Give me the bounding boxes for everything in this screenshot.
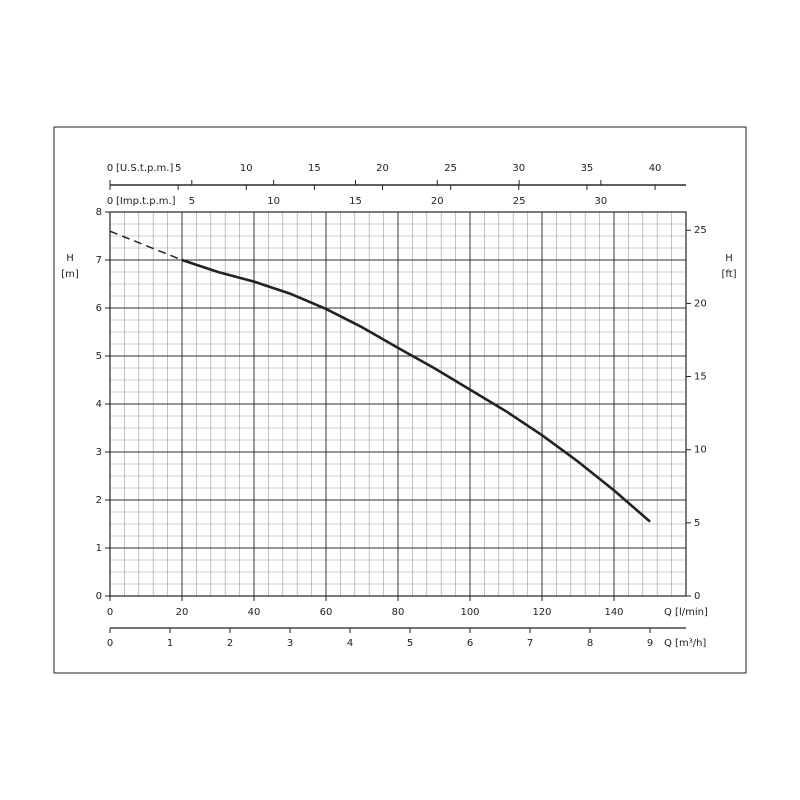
axis-tick-label: 35 — [581, 163, 594, 174]
axis-tick-label: 10 — [240, 163, 253, 174]
x-tick-label: 60 — [320, 607, 333, 618]
axis-tick-label: 25 — [444, 163, 457, 174]
y-tick-label: 4 — [96, 399, 102, 410]
x-tick-label: 0 — [107, 607, 113, 618]
curve — [181, 258, 651, 523]
axis-tick-label: 5 — [175, 163, 181, 174]
axis-tick-label: 6 — [467, 638, 473, 649]
y-tick-label: 1 — [96, 543, 102, 554]
axis-tick-label: 4 — [347, 638, 353, 649]
axis-tick-label: 5 — [407, 638, 413, 649]
y-tick-label: 0 — [96, 591, 102, 602]
y2-tick-label: 25 — [694, 225, 707, 236]
axis-tick-label: 15 — [349, 196, 362, 207]
axis-tick-label: 5 — [189, 196, 195, 207]
axis-tick-label: 2 — [227, 638, 233, 649]
axis-tick-label: 30 — [595, 196, 608, 207]
y2-tick-label: 0 — [694, 591, 700, 602]
y2-label: H — [725, 253, 733, 264]
axis-tick-label: 10 — [267, 196, 280, 207]
x-tick-label: 40 — [248, 607, 261, 618]
axis-tick-label: 0 — [107, 638, 113, 649]
x-tick-label: 80 — [392, 607, 405, 618]
axis-tick-label: 7 — [527, 638, 533, 649]
axis-tick-label: 1 — [167, 638, 173, 649]
y-tick-label: 6 — [96, 303, 102, 314]
curve — [109, 230, 183, 261]
us-gpm-label: [U.S.t.p.m.] — [116, 163, 173, 174]
y2-tick-label: 20 — [694, 298, 707, 309]
axis-tick-label: 30 — [512, 163, 525, 174]
axis-tick-label: 3 — [287, 638, 293, 649]
axis-tick-label: 9 — [647, 638, 653, 649]
y-unit: [m] — [61, 269, 79, 280]
axis-tick-label: 20 — [376, 163, 389, 174]
y-tick-label: 2 — [96, 495, 102, 506]
y-tick-label: 5 — [96, 351, 102, 362]
x-tick-label: 120 — [532, 607, 551, 618]
y-tick-label: 8 — [96, 207, 102, 218]
axis-tick-label: 40 — [649, 163, 662, 174]
y2-tick-label: 10 — [694, 445, 707, 456]
m3h-label: Q [m³/h] — [664, 638, 706, 649]
axis-tick-label: 0 — [107, 163, 113, 174]
x-label: Q [l/min] — [664, 607, 708, 618]
y-tick-label: 3 — [96, 447, 102, 458]
axis-tick-label: 25 — [513, 196, 526, 207]
y-tick-label: 7 — [96, 255, 102, 266]
x-tick-label: 100 — [460, 607, 479, 618]
axis-tick-label: 8 — [587, 638, 593, 649]
frame — [53, 126, 747, 674]
x-tick-label: 20 — [176, 607, 189, 618]
y-label: H — [66, 253, 74, 264]
y2-unit: [ft] — [721, 269, 736, 280]
x-tick-label: 140 — [604, 607, 623, 618]
axis-tick-label: 0 — [107, 196, 113, 207]
axis-tick-label: 20 — [431, 196, 444, 207]
imp-gpm-label: [Imp.t.p.m.] — [116, 196, 176, 207]
axis-tick-label: 15 — [308, 163, 321, 174]
plot-border — [109, 211, 687, 597]
y2-tick-label: 5 — [694, 518, 700, 529]
y2-tick-label: 15 — [694, 372, 707, 383]
